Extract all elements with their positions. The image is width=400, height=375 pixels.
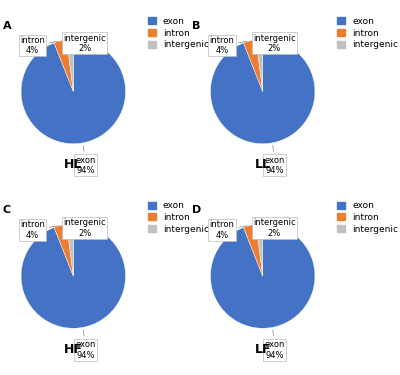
- Title: HF: HF: [64, 343, 83, 356]
- Wedge shape: [54, 40, 73, 92]
- Legend: exon, intron, intergenic: exon, intron, intergenic: [335, 15, 400, 51]
- Wedge shape: [54, 224, 73, 276]
- Text: B: B: [192, 21, 200, 31]
- Legend: exon, intron, intergenic: exon, intron, intergenic: [335, 200, 400, 236]
- Text: intergenic
2%: intergenic 2%: [64, 218, 106, 238]
- Text: C: C: [3, 206, 11, 216]
- Title: HL: HL: [64, 159, 82, 171]
- Wedge shape: [210, 224, 315, 328]
- Title: LL: LL: [255, 159, 271, 171]
- Text: exon
94%: exon 94%: [265, 146, 285, 175]
- Text: exon
94%: exon 94%: [75, 330, 96, 360]
- Text: exon
94%: exon 94%: [265, 330, 285, 360]
- Wedge shape: [21, 224, 126, 328]
- Legend: exon, intron, intergenic: exon, intron, intergenic: [146, 15, 211, 51]
- Wedge shape: [67, 224, 73, 276]
- Title: LF: LF: [254, 343, 271, 356]
- Wedge shape: [244, 224, 263, 276]
- Text: intergenic
2%: intergenic 2%: [253, 34, 296, 53]
- Wedge shape: [244, 40, 263, 92]
- Text: intergenic
2%: intergenic 2%: [253, 218, 296, 238]
- Text: intron
4%: intron 4%: [20, 220, 58, 240]
- Legend: exon, intron, intergenic: exon, intron, intergenic: [146, 200, 211, 236]
- Wedge shape: [67, 39, 73, 92]
- Text: A: A: [3, 21, 12, 31]
- Wedge shape: [21, 39, 126, 144]
- Wedge shape: [210, 39, 315, 144]
- Wedge shape: [256, 39, 263, 92]
- Text: D: D: [192, 206, 202, 216]
- Text: intergenic
2%: intergenic 2%: [64, 34, 106, 53]
- Text: exon
94%: exon 94%: [75, 146, 96, 175]
- Text: intron
4%: intron 4%: [20, 36, 58, 55]
- Text: intron
4%: intron 4%: [210, 36, 247, 55]
- Wedge shape: [256, 224, 263, 276]
- Text: intron
4%: intron 4%: [210, 220, 247, 240]
